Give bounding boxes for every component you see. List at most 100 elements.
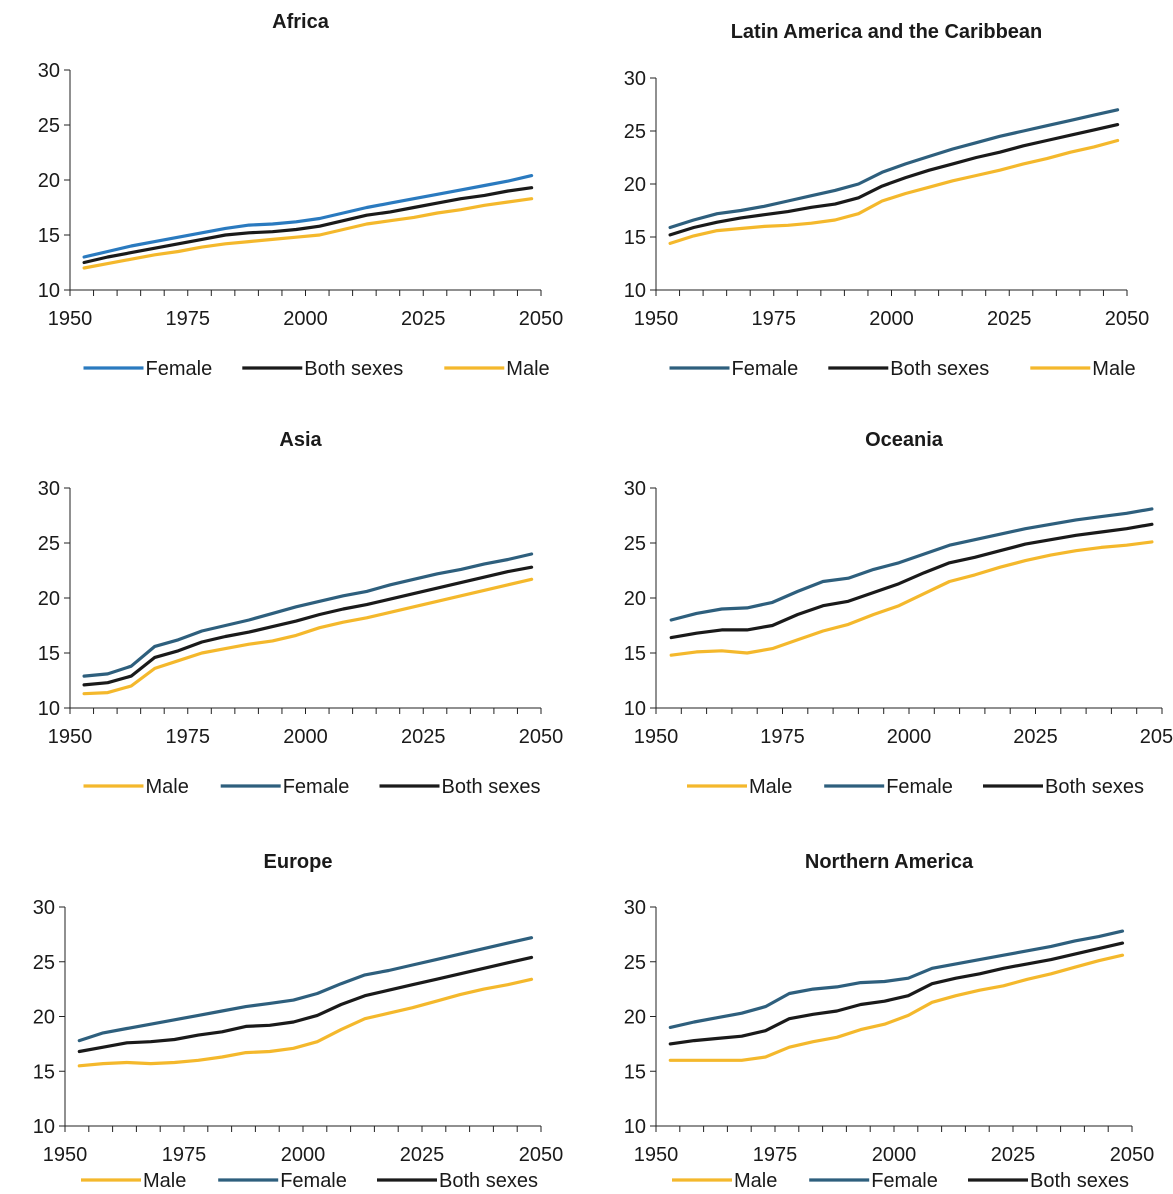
y-tick-label: 25 [38, 115, 60, 137]
legend: Male Female Both sexes [687, 776, 1144, 798]
y-tick-label: 20 [38, 588, 60, 610]
chart-panel-africa: Africa 10 15 20 25 30 1950 1975 2000 2025 2050 Fema… [0, 0, 587, 380]
y-tick-label: 20 [38, 170, 60, 192]
series-line-female [668, 108, 1120, 230]
legend-label-female: Female [283, 776, 350, 798]
series-line-male [77, 977, 534, 1068]
y-tick-label: 15 [624, 1061, 646, 1083]
y-tick-label: 25 [624, 121, 646, 143]
legend-label-both-sexes: Both sexes [439, 1170, 538, 1192]
x-tick-label: 2050 [1140, 726, 1173, 748]
chart-panel-europe: Europe 10 15 20 25 30 1950 1975 2000 2025 2050 Male… [0, 836, 587, 1194]
x-tick-label: 2025 [991, 1144, 1036, 1166]
series-line-both-sexes [668, 941, 1125, 1046]
chart-panel-oceania: Oceania101520253019501975200020252050Mal… [586, 418, 1173, 798]
series-line-female [77, 936, 534, 1043]
legend-label-male: Male [734, 1170, 777, 1192]
x-tick-label: 1975 [166, 308, 211, 330]
legend-label-male: Male [1092, 358, 1135, 380]
chart-title: Latin America and the Caribbean [731, 21, 1043, 43]
x-tick-label: 2050 [519, 1144, 564, 1166]
y-tick-label: 25 [624, 952, 646, 974]
series-line-male [82, 577, 534, 696]
y-tick-label: 30 [624, 478, 646, 500]
x-tick-label: 2050 [1110, 1144, 1155, 1166]
legend: Female Both sexes Male [83, 358, 550, 380]
x-tick-label: 2025 [1013, 726, 1058, 748]
y-tick-label: 30 [624, 68, 646, 90]
x-tick-label: 1975 [753, 1144, 798, 1166]
x-tick-label: 2025 [401, 308, 446, 330]
x-tick-label: 2000 [283, 726, 328, 748]
legend-label-both-sexes: Both sexes [442, 776, 541, 798]
y-tick-label: 10 [33, 1116, 55, 1138]
x-tick-label: 2000 [283, 308, 328, 330]
x-tick-label: 2050 [519, 726, 564, 748]
series-line-female [669, 507, 1154, 622]
series-line-female [82, 552, 534, 678]
series-line-male [668, 953, 1125, 1062]
legend: Male Female Both sexes [83, 776, 541, 798]
legend-label-male: Male [146, 776, 189, 798]
chart-svg: Oceania101520253019501975200020252050Mal… [624, 429, 1173, 798]
legend-label-male: Male [749, 776, 792, 798]
x-tick-label: 1950 [48, 726, 93, 748]
legend-label-both-sexes: Both sexes [1045, 776, 1144, 798]
legend-label-female: Female [871, 1170, 938, 1192]
chart-title: Africa [272, 11, 330, 33]
x-tick-label: 2000 [869, 308, 914, 330]
legend: Male Female Both sexes [81, 1170, 538, 1192]
x-tick-label: 2000 [281, 1144, 326, 1166]
x-tick-label: 2025 [401, 726, 446, 748]
x-tick-label: 2050 [519, 308, 564, 330]
y-tick-label: 10 [624, 280, 646, 302]
series-line-both-sexes [82, 565, 534, 687]
x-tick-label: 1950 [634, 308, 679, 330]
x-tick-label: 2025 [987, 308, 1032, 330]
y-tick-label: 25 [38, 533, 60, 555]
y-tick-label: 25 [624, 533, 646, 555]
chart-title: Northern America [805, 851, 974, 873]
y-tick-label: 20 [624, 588, 646, 610]
y-tick-label: 20 [624, 1007, 646, 1029]
series-line-both-sexes [82, 186, 534, 265]
chart-panel-latin-america: Latin America and the Caribbean 10 15 20 25 3… [586, 0, 1173, 380]
x-tick-label: 2025 [400, 1144, 445, 1166]
y-tick-label: 10 [38, 280, 60, 302]
x-tick-label: 1975 [166, 726, 211, 748]
x-tick-label: 1975 [752, 308, 797, 330]
legend-label-male: Male [506, 358, 549, 380]
y-tick-label: 15 [33, 1061, 55, 1083]
y-tick-label: 15 [624, 643, 646, 665]
legend-label-female: Female [886, 776, 953, 798]
legend-label-both-sexes: Both sexes [890, 358, 989, 380]
x-tick-label: 1950 [48, 308, 93, 330]
chart-title: Europe [264, 851, 333, 873]
y-tick-label: 30 [38, 478, 60, 500]
chart-svg: Latin America and the Caribbean101520253… [624, 21, 1150, 380]
y-tick-label: 10 [38, 698, 60, 720]
y-tick-label: 20 [624, 174, 646, 196]
x-tick-label: 2000 [872, 1144, 917, 1166]
x-tick-label: 2050 [1105, 308, 1150, 330]
x-tick-label: 1950 [43, 1144, 88, 1166]
series-line-male [82, 197, 534, 270]
legend-label-female: Female [280, 1170, 347, 1192]
legend: Male Female Both sexes [672, 1170, 1129, 1192]
y-tick-label: 10 [624, 1116, 646, 1138]
x-tick-label: 1950 [634, 1144, 679, 1166]
series-line-female [668, 929, 1125, 1029]
y-tick-label: 30 [33, 897, 55, 919]
y-tick-label: 15 [38, 225, 60, 247]
y-tick-label: 25 [33, 952, 55, 974]
x-tick-label: 1950 [634, 726, 679, 748]
chart-title: Oceania [865, 429, 944, 451]
y-tick-label: 30 [624, 897, 646, 919]
legend-label-female: Female [732, 358, 799, 380]
legend-label-both-sexes: Both sexes [304, 358, 403, 380]
series-line-both-sexes [77, 955, 534, 1054]
